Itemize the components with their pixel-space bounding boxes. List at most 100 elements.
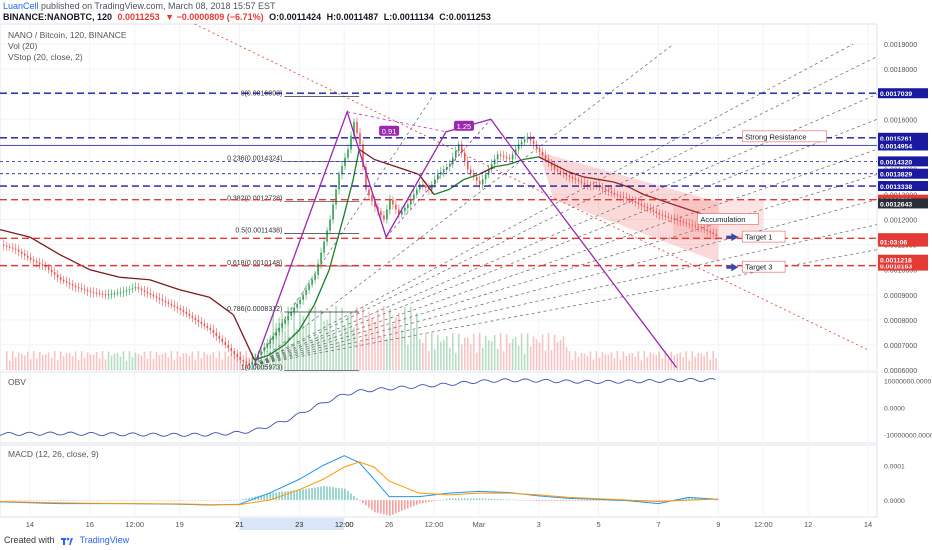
- vstop-legend[interactable]: VStop (20, close, 2): [8, 52, 83, 62]
- vstop-segment: [478, 166, 495, 176]
- candle-body: [110, 293, 113, 295]
- volume-bar: [74, 351, 77, 370]
- candle-body: [344, 157, 346, 167]
- volume-bar: [278, 317, 280, 370]
- candle-body: [20, 251, 23, 254]
- volume-bar: [688, 360, 691, 370]
- candle-body: [29, 257, 32, 260]
- macd-histogram-bar: [170, 500, 173, 501]
- price-badge-label: 0.0012643: [880, 201, 912, 208]
- volume-bar: [29, 359, 32, 370]
- macd-histogram-bar: [586, 500, 589, 501]
- tradingview-brand[interactable]: TradingView: [79, 535, 130, 545]
- macd-histogram-bar: [407, 500, 409, 509]
- candle-body: [568, 175, 571, 177]
- volume-bar: [134, 352, 137, 370]
- candle-body: [700, 227, 703, 229]
- vstop-segment: [568, 171, 584, 178]
- volume-bar: [107, 351, 110, 370]
- macd-histogram-bar: [224, 500, 226, 501]
- macd-histogram-bar: [484, 498, 487, 501]
- candle-body: [538, 148, 541, 152]
- chart-title-legend[interactable]: NANO / Bitcoin, 120, BINANCE: [8, 30, 127, 40]
- vstop-segment: [433, 188, 450, 196]
- macd-histogram-bar: [14, 500, 17, 501]
- volume-bar: [523, 354, 526, 370]
- macd-histogram-bar: [44, 500, 47, 501]
- volume-bar: [161, 354, 164, 370]
- volume-bar: [676, 353, 679, 370]
- macd-histogram-bar: [559, 500, 562, 502]
- candle-body: [146, 291, 149, 294]
- candle-body: [457, 144, 460, 152]
- author-name[interactable]: LuanCell: [3, 1, 39, 11]
- macd-histogram-bar: [553, 500, 556, 502]
- macd-histogram-bar: [374, 500, 376, 513]
- candle-body: [71, 284, 74, 286]
- volume-bar: [487, 340, 490, 370]
- volume-bar: [302, 316, 304, 370]
- volume-bar: [454, 352, 457, 370]
- macd-histogram-bar: [472, 498, 475, 501]
- candle-body: [685, 222, 688, 224]
- volume-bar: [697, 352, 700, 370]
- candle-body: [359, 133, 361, 145]
- candle-body: [305, 289, 307, 295]
- macd-histogram-bar: [353, 495, 355, 501]
- candle-body: [260, 351, 263, 355]
- macd-legend[interactable]: MACD (12, 26, close, 9): [8, 449, 99, 459]
- vstop-segment: [59, 254, 91, 271]
- vol-legend[interactable]: Vol (20): [8, 41, 38, 51]
- macd-histogram-bar: [404, 500, 406, 510]
- volume-bar: [592, 359, 595, 370]
- fan-line: [254, 43, 674, 366]
- volume-bar: [553, 334, 556, 370]
- volume-bar: [353, 327, 355, 370]
- tradingview-logo-icon: [61, 537, 74, 546]
- fib-level-label: 0.382(0.0012728): [227, 195, 282, 202]
- macd-histogram-bar: [583, 500, 586, 501]
- candle-body: [401, 211, 403, 215]
- vstop-segment: [269, 344, 285, 356]
- macd-histogram-bar: [152, 500, 155, 501]
- y-tick-label: 0.0018000: [884, 67, 917, 74]
- candle-body: [107, 294, 110, 296]
- candle-body: [356, 121, 358, 134]
- volume-bar: [125, 360, 128, 370]
- macd-histogram-bar: [487, 498, 490, 501]
- low-value: L:0.0011134: [383, 12, 434, 22]
- candle-body: [404, 207, 406, 212]
- candle-body: [619, 195, 622, 197]
- volume-bar: [110, 355, 113, 370]
- macd-histogram-bar: [161, 500, 164, 501]
- candle-body: [604, 188, 607, 190]
- macd-pane: [0, 444, 878, 518]
- candle-body: [526, 136, 529, 140]
- annotation-label: Target 3: [745, 263, 772, 272]
- candle-body: [347, 149, 349, 158]
- vstop-segment: [328, 214, 345, 270]
- macd-histogram-bar: [173, 500, 176, 501]
- candle-body: [544, 155, 547, 159]
- fib-level-label: 1(0.0005973): [241, 365, 283, 372]
- candle-body: [218, 335, 221, 339]
- candle-body: [613, 192, 616, 195]
- volume-bar: [149, 351, 152, 370]
- volume-bar: [26, 351, 29, 370]
- annotation-box: [741, 230, 786, 243]
- macd-histogram-bar: [11, 500, 14, 501]
- vstop-segment: [149, 279, 180, 291]
- candle-body: [152, 294, 155, 297]
- candle-body: [425, 186, 427, 188]
- volume-bar: [284, 330, 286, 370]
- volume-bar: [299, 313, 301, 370]
- macd-histogram-bar: [475, 498, 478, 501]
- obv-legend[interactable]: OBV: [8, 377, 26, 387]
- macd-histogram-bar: [685, 497, 687, 501]
- macd-histogram-bar: [191, 500, 194, 501]
- candle-body: [643, 205, 646, 208]
- vstop-segment: [493, 163, 509, 168]
- volume-bar: [514, 336, 517, 370]
- candle-body: [245, 361, 248, 364]
